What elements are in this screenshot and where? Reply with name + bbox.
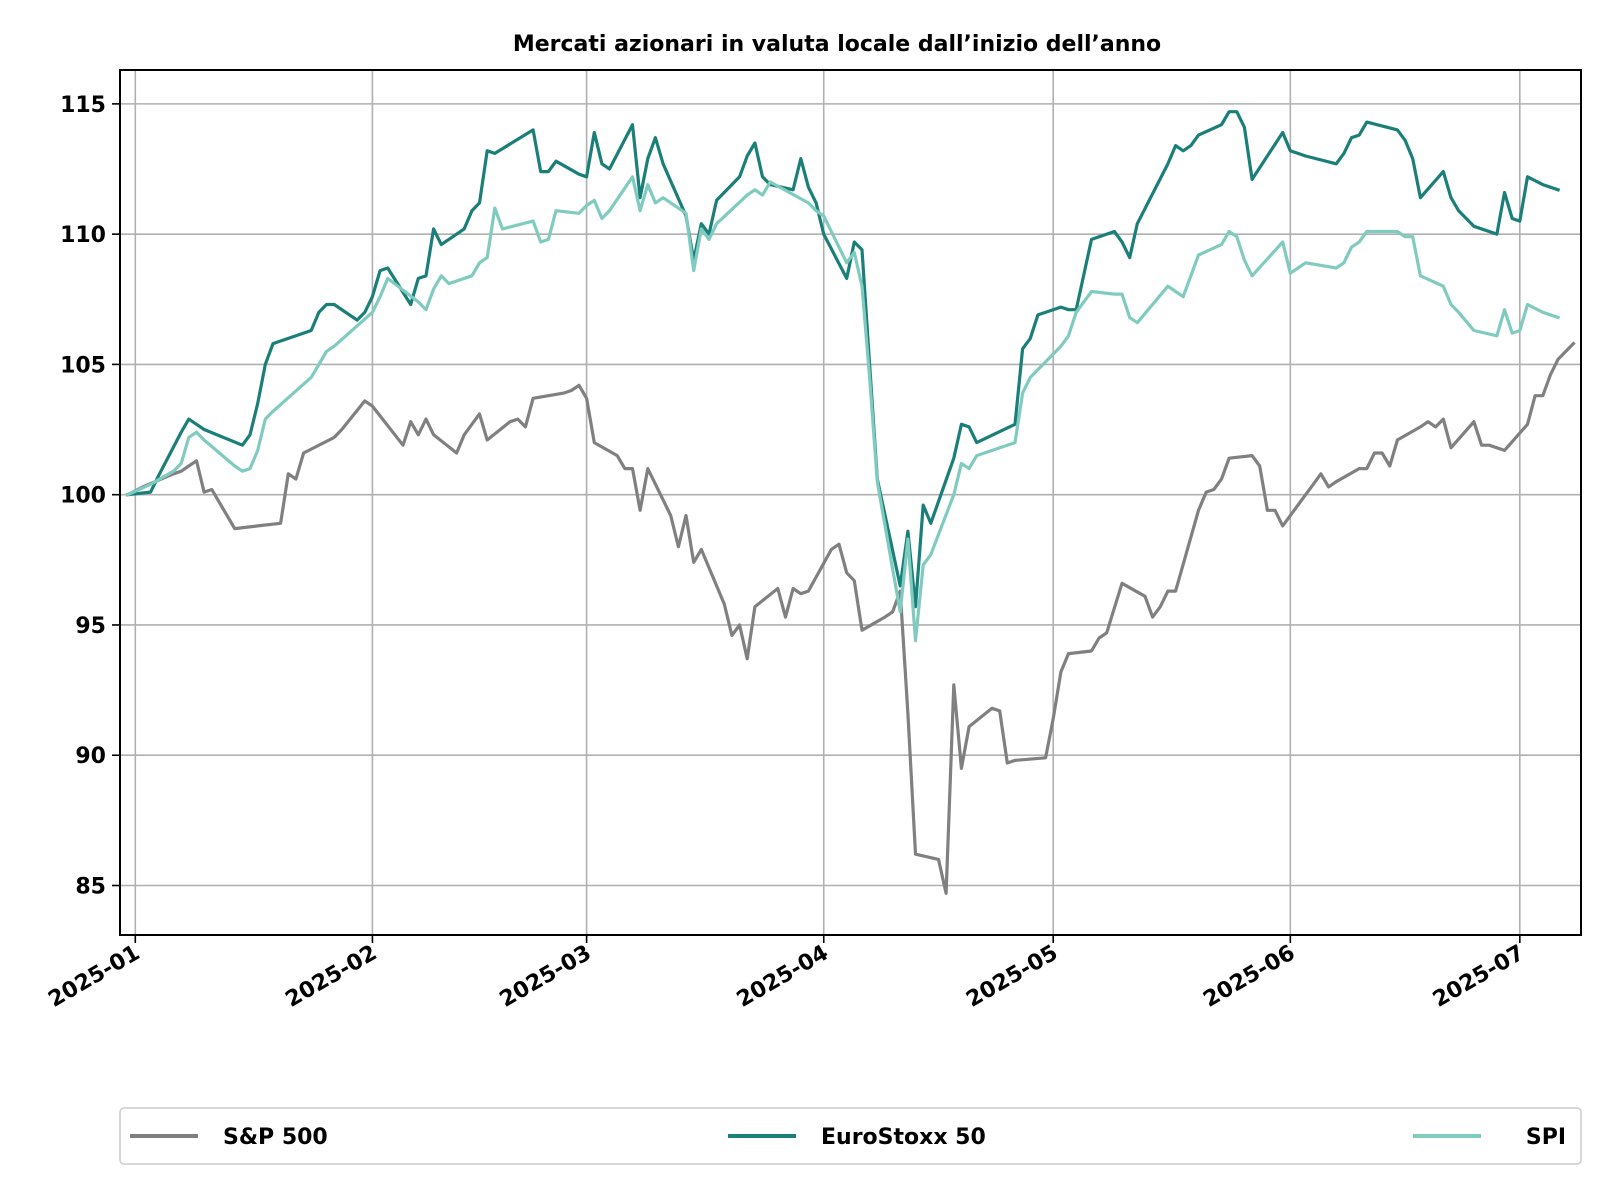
- x-tick-label: 2025-07: [1429, 941, 1529, 1013]
- x-tick-label: 2025-03: [496, 941, 596, 1013]
- chart-title: Mercati azionari in valuta locale dall’i…: [513, 32, 1161, 57]
- legend-label: SPI: [1526, 1125, 1566, 1150]
- grid: [120, 70, 1581, 935]
- y-tick-label: 105: [60, 353, 106, 378]
- y-tick-label: 85: [75, 874, 106, 899]
- y-axis: 85 90 95 100 105 110 115: [60, 93, 120, 899]
- x-tick-label: 2025-06: [1199, 941, 1299, 1013]
- x-tick-label: 2025-02: [281, 941, 381, 1013]
- series-line-0: [125, 341, 1576, 895]
- y-tick-label: 110: [60, 223, 106, 248]
- x-tick-label: 2025-05: [962, 941, 1062, 1013]
- x-axis: 2025-01 2025-02 2025-03 2025-04 2025-05 2025-…: [44, 935, 1529, 1013]
- legend-label: EuroStoxx 50: [821, 1125, 986, 1150]
- y-tick-label: 95: [75, 614, 106, 639]
- plot-area-frame: [119, 69, 1582, 936]
- legend-item: SPI: [1413, 1125, 1566, 1150]
- legend-label: S&P 500: [223, 1125, 328, 1150]
- series-line-2: [125, 175, 1561, 643]
- legend: S&P 500 EuroStoxx 50 SPI: [119, 1107, 1582, 1165]
- x-tick-label: 2025-01: [44, 941, 144, 1013]
- y-tick-label: 115: [60, 93, 106, 118]
- legend-item: S&P 500: [130, 1125, 328, 1150]
- legend-frame: [119, 1107, 1582, 1165]
- legend-item: EuroStoxx 50: [728, 1125, 986, 1150]
- series-line-1: [125, 110, 1561, 609]
- series-lines: [125, 110, 1576, 895]
- y-tick-label: 100: [60, 484, 106, 509]
- y-tick-label: 90: [75, 744, 106, 769]
- x-tick-label: 2025-04: [733, 941, 833, 1013]
